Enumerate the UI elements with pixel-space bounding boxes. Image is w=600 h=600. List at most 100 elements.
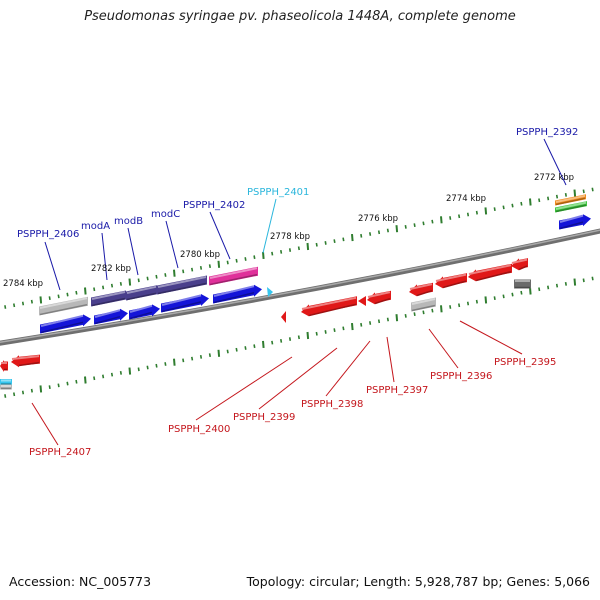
callout-pspph-2396 [428,328,459,369]
lower-tick-33 [288,337,292,341]
gene-grey-mid-shine [411,298,436,305]
features [0,194,591,390]
ruler-ticks-upper [4,187,594,309]
tick-label-2774: 2774 kbp [446,194,486,204]
upper-tick-43 [377,230,381,235]
lower-tick-39 [342,326,345,331]
lower-tick-30 [262,340,265,348]
callout-pspph-2406 [44,241,61,291]
lower-tick-49 [431,308,434,313]
upper-tick-40 [351,234,354,242]
lower-tick-35 [306,331,310,340]
upper-tick-59 [520,201,523,206]
lower-tick-17 [146,365,149,370]
upper-tick-60 [529,198,532,206]
upper-tick-9 [75,290,78,295]
callout-modb [127,227,139,276]
lower-tick-15 [128,367,132,375]
callout-pspph-2401 [262,198,277,254]
label-pspph-2406: PSPPH_2406 [17,229,79,240]
callout-pspph-2407 [31,402,59,446]
lower-tick-54 [475,299,478,304]
lower-tick-38 [333,328,336,333]
gene-modb-operon-shade [126,292,157,301]
upper-tick-65 [573,189,577,197]
cds-moda-shine [94,309,121,318]
upper-tick-63 [555,194,559,199]
cds-pspph-2395b-shade [518,265,528,271]
gene-pspph-2392-green [555,201,587,213]
lower-tick-13 [110,372,114,377]
lower-tick-64 [564,281,567,286]
lower-tick-7 [57,383,60,388]
upper-tick-29 [253,255,256,260]
lower-tick-31 [271,340,274,345]
lower-tick-57 [502,294,505,299]
cds-pspph-2392-shine [559,214,584,223]
lower-tick-22 [191,356,194,361]
accession-text: Accession: NC_005773 [9,574,152,589]
cds-moda-shade [94,315,121,325]
lower-tick-62 [547,285,550,290]
upper-tick-49 [431,219,434,224]
upper-tick-18 [155,274,158,279]
cds-moda-body [94,308,128,325]
cds-pspph-2392 [559,214,591,230]
gene-grey-mid-shade [411,304,436,312]
cds-pspph-2402-shade [213,291,255,304]
upper-tick-54 [475,210,478,215]
cds-pspph-2399-shine [301,296,357,310]
cds-moda [94,308,128,325]
upper-tick-14 [119,281,122,286]
cds-pspph-2407-shine [11,355,40,360]
cds-modc-shade [161,301,202,313]
label-pspph-2397: PSPPH_2397 [366,385,428,396]
label-pspph-2402: PSPPH_2402 [183,200,245,211]
gene-pspph-2392-green-shine [555,201,587,210]
lower-tick-1 [4,394,7,398]
label-pspph-2396: PSPPH_2396 [430,371,492,382]
upper-tick-44 [386,228,389,233]
lower-tick-41 [360,322,363,327]
cds-modb [129,304,160,320]
upper-tick-61 [538,198,541,203]
cds-pspph-2396b-shade [442,280,467,289]
lower-tick-26 [226,349,229,354]
gene-moda-operon [91,290,126,307]
label-pspph-2395: PSPPH_2395 [494,357,556,368]
upper-tick-50 [440,216,443,224]
cds-pspph-2402-body [213,284,262,304]
lower-tick-14 [119,370,122,375]
gene-pspph-2406-grey-shade [39,303,88,316]
lower-tick-47 [413,312,416,317]
lower-tick-36 [315,331,318,336]
callout-pspph-2395 [459,320,523,355]
upper-tick-28 [244,257,247,261]
cds-pspph-2392-shade [559,221,584,230]
lower-tick-12 [102,374,105,379]
upper-tick-5 [39,296,43,304]
upper-tick-36 [315,242,318,247]
tick-label-2780: 2780 kbp [180,250,220,260]
lower-tick-28 [244,346,247,350]
upper-tick-21 [182,269,185,274]
upper-tick-58 [511,203,514,208]
upper-tick-15 [128,278,132,286]
lower-tick-27 [235,347,238,352]
lower-tick-55 [484,296,488,304]
upper-tick-20 [173,269,176,277]
cds-modb-body [129,304,160,320]
gene-pspph-2402-magenta-shade [209,273,258,286]
cds-pspph-2395-shine [468,264,512,275]
lower-tick-43 [377,319,381,324]
tick-label-2784: 2784 kbp [3,279,43,289]
upper-tick-8 [66,292,69,297]
callouts [31,138,567,446]
lower-tick-23 [199,354,203,359]
lower-tick-61 [538,287,541,292]
gene-darkgrey-right [514,279,531,289]
lower-tick-25 [217,349,221,357]
tick-label-2772: 2772 kbp [534,173,574,183]
cds-pspph-2399-shade [308,303,357,317]
lower-tick-32 [280,338,283,343]
